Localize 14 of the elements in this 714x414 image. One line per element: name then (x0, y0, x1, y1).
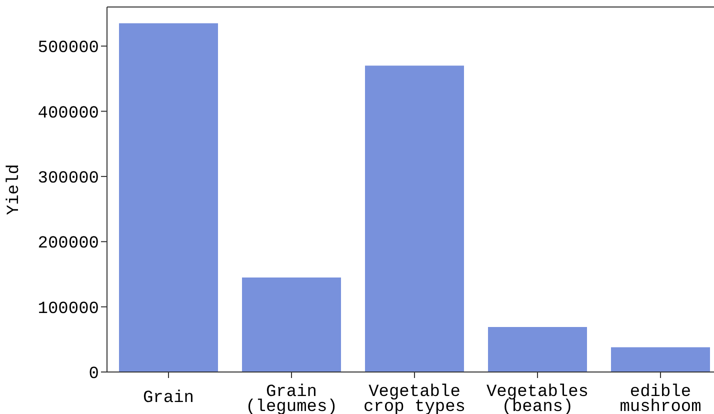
y-tick-label: 500000 (38, 39, 99, 58)
bar (488, 327, 587, 372)
bar (119, 23, 218, 372)
y-tick-label: 400000 (38, 104, 99, 124)
y-axis-title: Yield (5, 164, 24, 216)
x-tick-label: Grain (142, 389, 194, 408)
bar (365, 66, 464, 372)
bar (611, 347, 710, 372)
y-tick-label: 0 (88, 365, 99, 384)
x-tick-label: edible mushroom (620, 383, 702, 414)
y-tick-label: 100000 (38, 300, 99, 319)
y-tick-label: 200000 (38, 234, 99, 254)
bar (242, 277, 341, 372)
y-tick-label: 300000 (38, 170, 99, 188)
